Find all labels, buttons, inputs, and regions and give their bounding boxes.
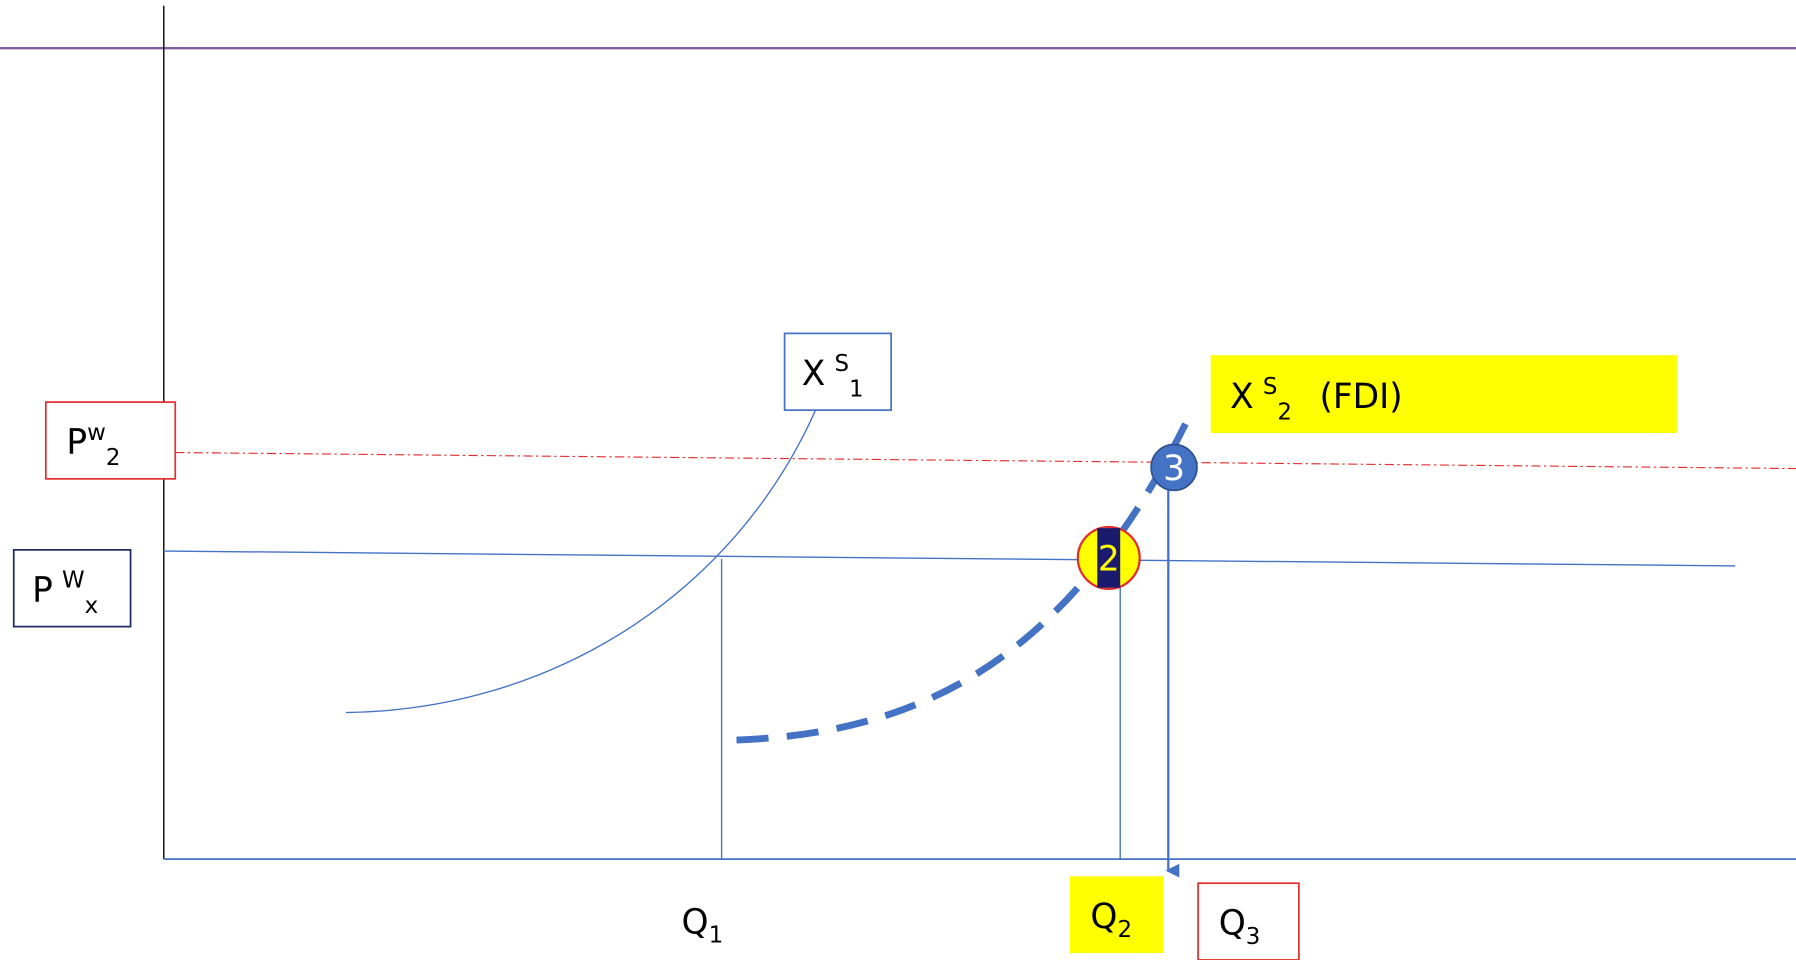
marker-3-label: 3 [1163, 449, 1185, 489]
q3-box [1197, 882, 1300, 960]
xs2-box [1210, 355, 1677, 434]
marker-2-label: 2 [1098, 539, 1120, 579]
pwx-label: P Wx [32, 568, 98, 619]
pwx-box [12, 549, 132, 628]
q1-label: Q1 [682, 903, 724, 949]
price-line-x [163, 550, 1736, 567]
supply-curve-1 [345, 409, 817, 714]
xs2-label: X S2 (FDI) [1230, 374, 1402, 425]
xs1-label: X S1 [802, 351, 864, 402]
marker-3 [1150, 443, 1198, 492]
price-line-2 [175, 451, 1796, 470]
pw2-label: Pw2 [66, 420, 120, 471]
xs1-box [783, 332, 892, 411]
q2-box [1069, 876, 1164, 954]
marker-2-band [1097, 528, 1121, 588]
q2-label: Q2 [1090, 897, 1132, 943]
supply-curve-2 [736, 422, 1189, 744]
pw2-box [44, 401, 177, 480]
q3-label: Q3 [1219, 904, 1261, 950]
